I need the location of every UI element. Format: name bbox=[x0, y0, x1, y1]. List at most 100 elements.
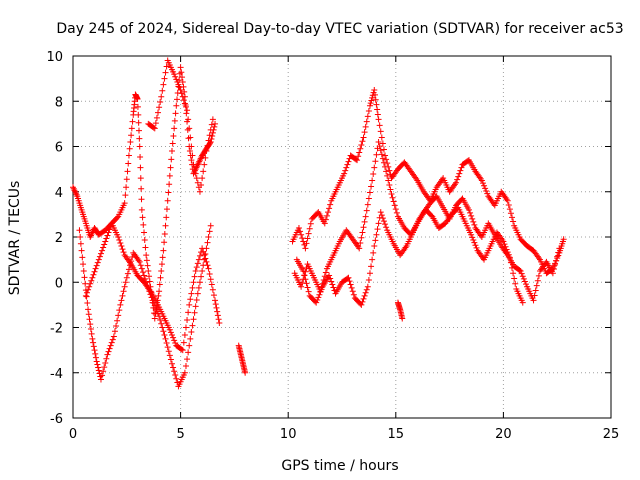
data-point bbox=[171, 117, 178, 124]
data-point bbox=[156, 281, 163, 288]
data-point bbox=[170, 132, 177, 139]
data-point bbox=[352, 156, 359, 163]
data-point bbox=[504, 249, 511, 256]
data-point bbox=[157, 316, 164, 323]
data-point bbox=[137, 164, 144, 171]
data-point bbox=[504, 197, 511, 204]
data-point bbox=[347, 281, 354, 288]
data-point bbox=[167, 329, 174, 336]
data-point bbox=[77, 234, 84, 240]
data-point bbox=[138, 265, 145, 272]
data-point bbox=[152, 120, 159, 127]
data-point bbox=[552, 261, 559, 268]
data-point bbox=[117, 240, 124, 247]
data-point bbox=[212, 297, 219, 304]
data-point bbox=[103, 235, 110, 242]
data-point bbox=[166, 181, 173, 188]
data-point bbox=[124, 168, 131, 175]
data-point bbox=[303, 240, 310, 247]
data-point bbox=[179, 93, 186, 100]
data-point bbox=[482, 185, 489, 192]
data-point bbox=[96, 253, 103, 260]
data-point bbox=[191, 309, 198, 316]
data-point bbox=[378, 212, 385, 219]
data-point bbox=[208, 121, 215, 128]
data-point bbox=[142, 275, 149, 282]
data-point bbox=[101, 241, 108, 248]
data-point bbox=[153, 306, 160, 313]
data-point bbox=[304, 235, 311, 242]
data-point bbox=[341, 170, 348, 177]
data-point bbox=[161, 230, 168, 237]
data-point bbox=[555, 249, 562, 256]
data-point bbox=[113, 322, 120, 329]
data-point bbox=[428, 212, 435, 219]
data-point bbox=[184, 356, 191, 363]
data-point bbox=[205, 265, 212, 272]
data-point bbox=[373, 151, 380, 158]
data-point bbox=[205, 137, 212, 144]
data-point bbox=[389, 194, 396, 201]
data-point bbox=[455, 173, 462, 180]
data-point bbox=[205, 234, 212, 240]
data-point bbox=[90, 271, 97, 278]
data-point bbox=[138, 206, 145, 213]
data-point bbox=[158, 320, 165, 327]
data-point bbox=[163, 214, 170, 221]
data-point bbox=[175, 81, 182, 88]
data-point bbox=[357, 240, 364, 247]
data-point bbox=[344, 161, 351, 168]
data-point bbox=[357, 145, 364, 152]
data-point bbox=[85, 306, 92, 313]
data-point bbox=[178, 69, 185, 76]
data-point bbox=[317, 289, 324, 296]
data-point bbox=[82, 292, 89, 299]
data-point bbox=[196, 252, 203, 259]
data-point bbox=[185, 309, 192, 316]
data-point bbox=[181, 332, 188, 339]
axis-ticks: 0 5 10 15 20 25 -6 -4 -2 0 2 4 6 8 10 bbox=[46, 50, 619, 442]
data-point bbox=[92, 350, 99, 357]
data-point bbox=[366, 270, 373, 277]
data-point bbox=[379, 155, 386, 162]
data-point bbox=[115, 234, 122, 240]
data-point bbox=[184, 316, 191, 323]
data-point bbox=[95, 364, 102, 371]
data-point bbox=[188, 143, 195, 150]
data-point bbox=[192, 303, 199, 310]
data-point bbox=[531, 292, 538, 299]
data-point bbox=[166, 352, 173, 359]
data-point bbox=[382, 152, 389, 159]
data-point bbox=[144, 282, 151, 289]
data-point bbox=[554, 253, 561, 260]
data-point bbox=[173, 102, 180, 109]
data-point bbox=[160, 247, 167, 254]
data-point bbox=[360, 295, 367, 302]
data-point bbox=[167, 164, 174, 171]
data-point bbox=[148, 289, 155, 296]
data-point bbox=[510, 218, 517, 225]
data-point bbox=[101, 364, 108, 371]
data-point bbox=[204, 239, 211, 246]
data-point bbox=[560, 236, 567, 243]
data-point bbox=[187, 296, 194, 303]
data-series bbox=[70, 57, 567, 390]
data-point bbox=[111, 328, 118, 335]
data-point bbox=[136, 258, 143, 265]
data-point bbox=[360, 134, 367, 141]
data-point bbox=[518, 270, 525, 277]
data-point bbox=[375, 116, 382, 123]
data-point bbox=[532, 287, 539, 294]
y-tick-label: 4 bbox=[55, 186, 63, 201]
data-point bbox=[511, 275, 518, 282]
data-point bbox=[326, 205, 333, 212]
data-point bbox=[359, 138, 366, 145]
data-point bbox=[123, 176, 130, 183]
data-point bbox=[86, 283, 93, 290]
data-point bbox=[188, 290, 195, 297]
data-point bbox=[151, 125, 158, 132]
data-point bbox=[119, 246, 126, 253]
data-point bbox=[187, 134, 194, 141]
data-point bbox=[550, 266, 557, 273]
data-point bbox=[168, 360, 175, 367]
